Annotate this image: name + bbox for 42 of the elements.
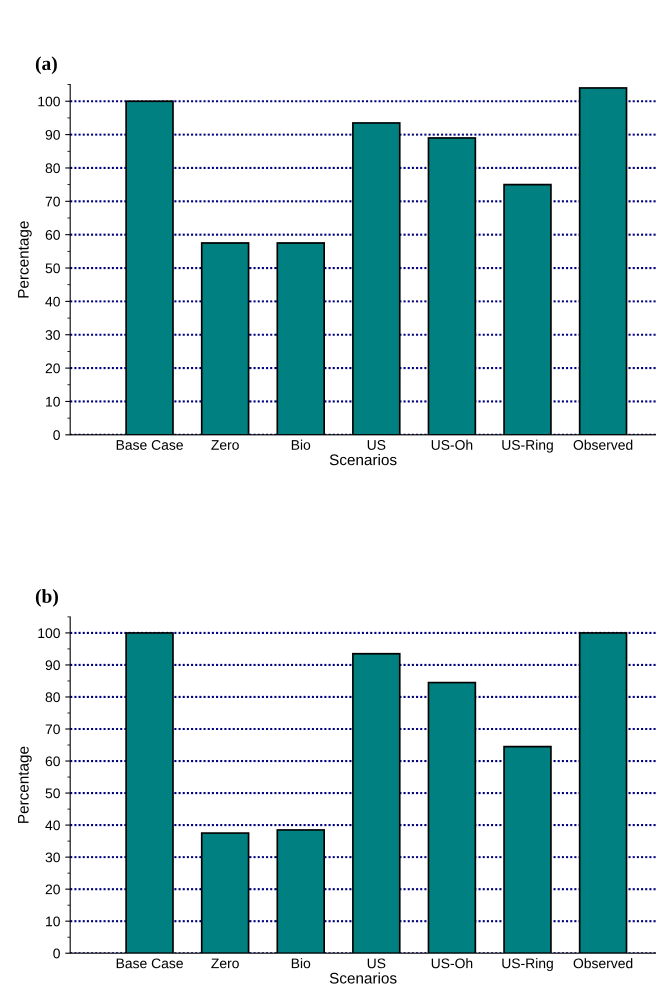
y-tick-label: 100	[38, 96, 60, 106]
y-axis-title: Percentage	[18, 746, 32, 823]
x-axis-title: Scenarios	[330, 972, 397, 984]
x-tick-label: Base Case	[116, 958, 183, 968]
y-tick-label: 20	[46, 363, 60, 374]
y-tick-label: 80	[46, 163, 60, 174]
chart-title: (a)	[36, 56, 57, 74]
x-tick-label: US-Oh	[432, 958, 472, 968]
y-tick-label: 100	[38, 628, 60, 638]
y-tick-label: 30	[46, 852, 60, 862]
x-tick-label: US	[368, 440, 386, 450]
y-axis-title: Percentage	[18, 221, 32, 298]
chart-title: (b)	[36, 589, 58, 607]
y-tick-label: 0	[53, 430, 60, 440]
x-tick-label: US-Ring	[502, 958, 553, 972]
y-tick-label: 40	[45, 296, 60, 307]
x-tick-label: Base Case	[116, 440, 183, 450]
y-tick-label: 10	[46, 916, 60, 926]
x-tick-label: Zero	[211, 958, 239, 968]
x-tick-label: US	[368, 958, 386, 968]
y-tick-label: 70	[46, 724, 60, 734]
y-tick-label: 60	[46, 756, 60, 766]
y-tick-label: 0	[53, 948, 60, 958]
x-axis-title: Scenarios	[330, 454, 397, 466]
y-tick-label: 30	[46, 330, 60, 340]
y-tick-label: 60	[46, 230, 60, 240]
x-tick-label: Observed	[574, 440, 632, 450]
y-tick-label: 90	[46, 130, 60, 140]
x-tick-label: US-Ring	[502, 440, 553, 453]
x-tick-label: Bio	[292, 440, 310, 450]
x-tick-label: Zero	[211, 440, 239, 450]
x-tick-label: US-Oh	[432, 440, 472, 450]
x-tick-label: Bio	[292, 958, 310, 968]
y-tick-label: 40	[45, 820, 60, 830]
y-tick-label: 50	[46, 788, 60, 798]
y-tick-label: 20	[46, 884, 60, 894]
y-tick-label: 70	[46, 196, 60, 206]
y-tick-label: 90	[46, 660, 60, 670]
y-tick-label: 80	[46, 692, 60, 702]
y-tick-label: 50	[46, 263, 60, 274]
y-tick-label: 10	[46, 396, 60, 407]
x-tick-label: Observed	[574, 958, 632, 968]
